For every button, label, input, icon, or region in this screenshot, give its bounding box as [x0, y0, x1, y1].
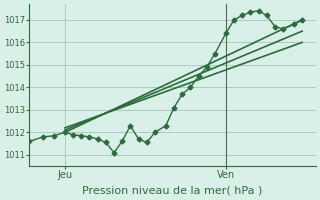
- X-axis label: Pression niveau de la mer( hPa ): Pression niveau de la mer( hPa ): [83, 186, 263, 196]
